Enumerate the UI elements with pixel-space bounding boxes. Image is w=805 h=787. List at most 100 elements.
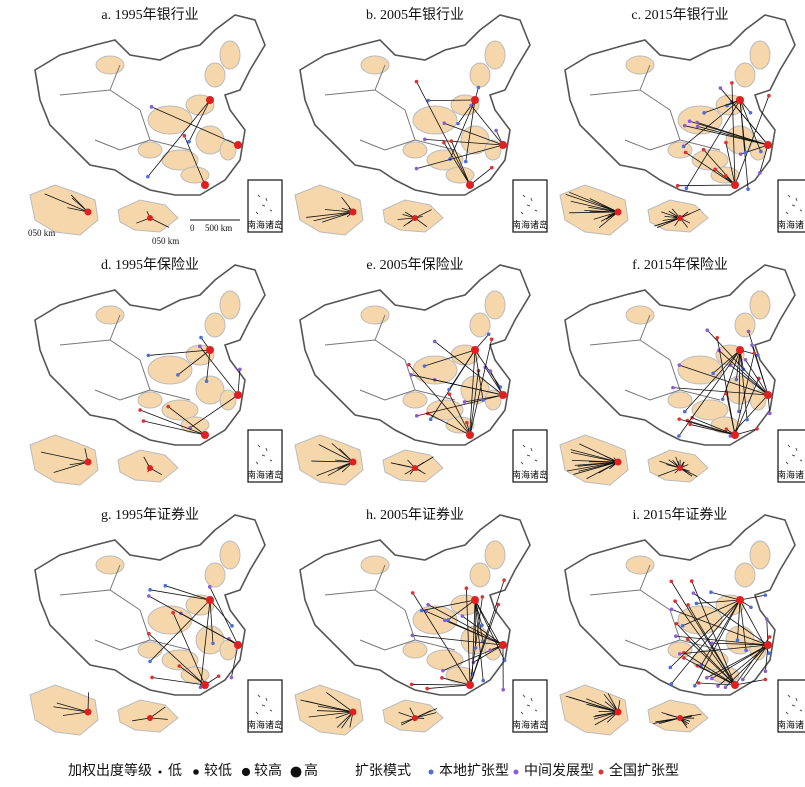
hub [471, 96, 479, 104]
node [749, 605, 753, 610]
link [734, 378, 760, 436]
panel-title: h. 2005年证券业 [366, 507, 464, 523]
hub [234, 641, 242, 649]
inset-region-1 [559, 184, 629, 236]
link [684, 349, 741, 412]
hub [499, 141, 507, 149]
node [715, 336, 720, 340]
inset-link [570, 451, 619, 463]
node [502, 578, 506, 582]
link [679, 364, 769, 396]
hub [206, 346, 214, 354]
province-borders [59, 314, 191, 401]
inset-link [566, 461, 619, 472]
inset-link [317, 705, 354, 713]
link [416, 144, 504, 169]
node [741, 677, 745, 682]
inset-link [579, 443, 619, 463]
inset-link [593, 211, 619, 220]
link [416, 394, 504, 417]
link [427, 604, 504, 646]
link [682, 599, 741, 627]
node [750, 343, 754, 347]
inset-link [316, 461, 354, 477]
hub [677, 215, 683, 221]
legend-title: 加权出度等级 [68, 762, 152, 779]
link [469, 167, 493, 186]
node [716, 684, 720, 688]
node [767, 411, 772, 416]
node [767, 93, 771, 98]
inset-link [53, 461, 89, 473]
node [211, 641, 215, 646]
region [625, 55, 655, 75]
region [195, 375, 225, 405]
scale-label: 0 [190, 223, 195, 233]
node [673, 599, 677, 603]
link [443, 142, 471, 186]
node [738, 152, 743, 156]
region [749, 540, 771, 570]
inset-link [311, 460, 354, 463]
node [669, 579, 674, 584]
node [759, 149, 763, 154]
inset-link [336, 711, 354, 728]
link [465, 99, 476, 162]
node [695, 124, 700, 129]
node [447, 392, 452, 397]
inset-label: 南海诸岛 [512, 219, 548, 230]
islands [520, 444, 538, 465]
region [625, 305, 655, 325]
legend-label: 本地扩张型 [439, 763, 509, 779]
node [146, 174, 150, 179]
inset-link [414, 456, 434, 469]
inset-link [569, 211, 619, 214]
link [447, 599, 476, 621]
node [743, 150, 748, 155]
link [730, 364, 769, 396]
node [198, 344, 202, 349]
province-borders [589, 64, 721, 151]
link [706, 329, 769, 396]
region [147, 355, 193, 385]
inset-link [603, 693, 619, 713]
link [766, 618, 769, 646]
link [738, 349, 741, 412]
node [677, 417, 682, 421]
inset-label: 南海诸岛 [247, 469, 283, 480]
node [685, 637, 690, 642]
inset-link [656, 217, 681, 226]
region [734, 62, 756, 88]
inset-link [586, 698, 619, 713]
node [163, 583, 168, 588]
link [416, 81, 471, 186]
node [743, 357, 748, 362]
inset-link [71, 197, 89, 213]
node [710, 676, 714, 681]
region [749, 139, 767, 161]
node [696, 681, 701, 685]
node [463, 159, 468, 164]
region [412, 605, 458, 635]
country-outline [299, 14, 531, 196]
node [737, 409, 741, 414]
inset-link [318, 444, 354, 463]
legend-title: 扩张模式 [355, 763, 411, 779]
node [440, 676, 444, 680]
node [744, 648, 748, 652]
link [449, 394, 471, 436]
node [677, 652, 682, 656]
country-outline [299, 514, 531, 696]
node [674, 621, 679, 626]
inset-link [67, 207, 89, 213]
hub [206, 96, 214, 104]
inset-link [53, 706, 89, 713]
inset-link [570, 200, 619, 213]
region [219, 40, 241, 70]
link [421, 599, 476, 611]
node [460, 614, 465, 618]
node [711, 371, 715, 376]
node [432, 339, 437, 344]
hub [764, 641, 772, 649]
